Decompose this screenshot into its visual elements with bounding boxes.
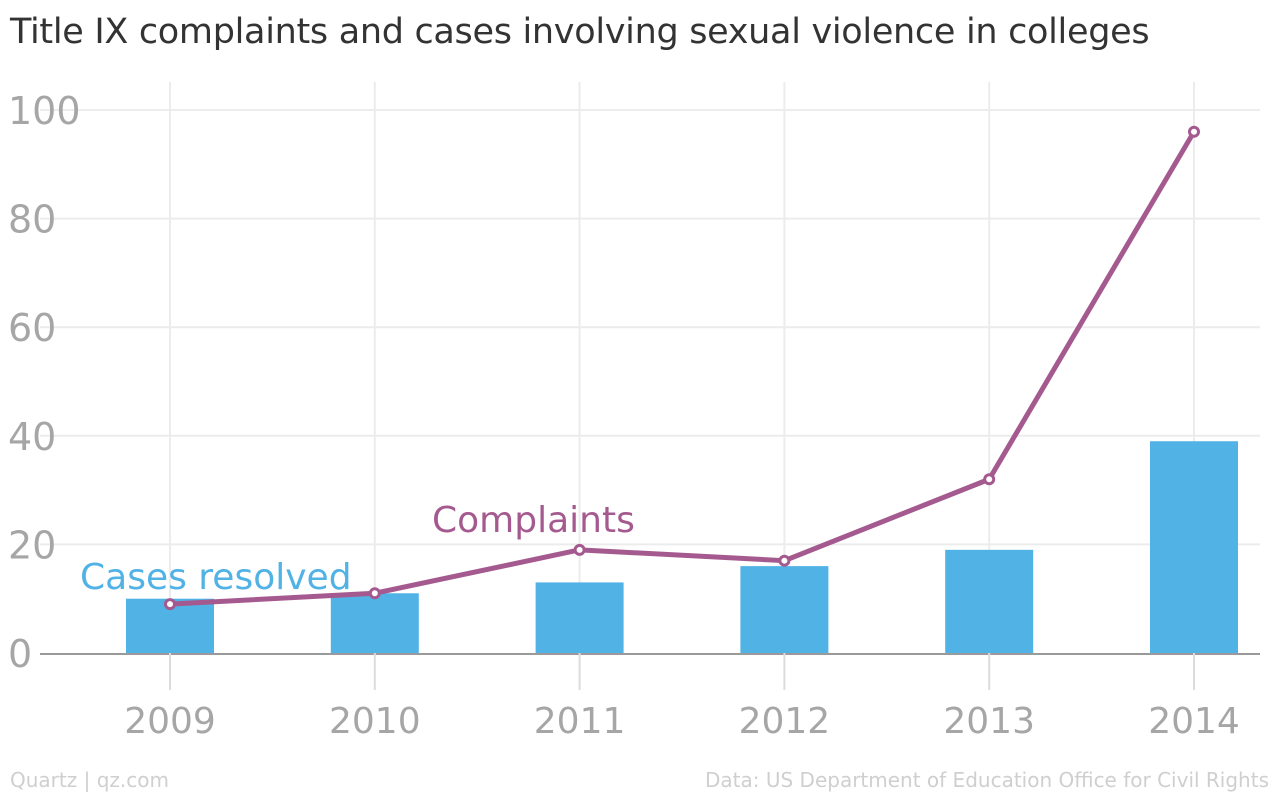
- footer-source: Data: US Department of Education Office …: [705, 768, 1269, 792]
- point-complaints: [573, 543, 586, 556]
- y-tick-label: 100: [8, 89, 81, 133]
- y-tick-label: 80: [8, 198, 56, 242]
- bar-series-layer: [126, 441, 1238, 653]
- series-label-cases-resolved: Cases resolved: [80, 557, 352, 598]
- point-complaints: [778, 554, 791, 567]
- bar-cases-resolved: [740, 566, 829, 653]
- point-complaints: [983, 473, 996, 486]
- series-label-complaints: Complaints: [432, 500, 635, 541]
- x-tick-label: 2010: [329, 701, 421, 742]
- point-complaints: [164, 598, 176, 611]
- bar-cases-resolved: [330, 593, 419, 653]
- y-tick-label: 20: [8, 523, 56, 567]
- y-tick-label: 40: [8, 415, 56, 459]
- y-axis-ticks: 0 20 40 60 80 100: [8, 89, 81, 676]
- line-complaints: [169, 130, 1197, 607]
- x-tick-label: 2011: [534, 701, 626, 742]
- x-tick-label: 2013: [943, 701, 1035, 742]
- footer-credit: Quartz | qz.com: [10, 768, 169, 792]
- bar-cases-resolved: [945, 549, 1034, 653]
- bar-cases-resolved: [535, 582, 624, 653]
- chart-title: Title IX complaints and cases involving …: [10, 12, 1150, 52]
- line-series-layer: [164, 125, 1200, 611]
- series-labels: Cases resolved Complaints: [80, 500, 635, 598]
- point-complaints: [368, 587, 381, 600]
- y-tick-label: 0: [8, 632, 32, 676]
- x-tick-label: 2014: [1148, 701, 1240, 742]
- x-tick-label: 2009: [124, 701, 216, 742]
- x-axis-ticks: 2009 2010 2011 2012 2013 2014: [124, 653, 1240, 742]
- point-complaints: [1188, 125, 1200, 138]
- x-tick-label: 2012: [739, 701, 831, 742]
- bar-cases-resolved: [1150, 441, 1238, 653]
- y-tick-label: 60: [8, 306, 56, 350]
